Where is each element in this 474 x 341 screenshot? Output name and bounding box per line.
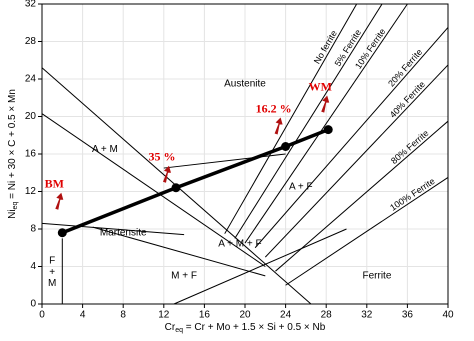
x-tick-label: 24 [280, 310, 292, 321]
x-tick-label: 12 [158, 310, 170, 321]
ferrite-line [254, 27, 449, 249]
series-line [61, 127, 329, 235]
point-label: 35 % [148, 150, 175, 164]
region-label: + [49, 267, 55, 278]
region-label: Martensite [100, 227, 147, 238]
series-point [171, 183, 181, 193]
x-tick-label: 4 [80, 310, 86, 321]
point-label: 16.2 % [256, 101, 292, 115]
region-label: A + M [92, 144, 118, 155]
region-label: M + F [171, 271, 197, 282]
y-tick-label: 0 [30, 299, 36, 310]
y-tick-label: 12 [25, 186, 37, 197]
x-label-sub: eq [175, 327, 183, 334]
y-tick-label: 20 [25, 111, 37, 122]
y-tick-label: 16 [25, 149, 37, 160]
x-tick-label: 16 [199, 310, 211, 321]
boundary-line [92, 226, 266, 277]
x-label-rest: = Cr + Mo + 1.5 × Si + 0.5 × Nb [183, 322, 326, 333]
plot-frame [41, 3, 449, 305]
x-tick-label: 8 [120, 310, 126, 321]
ferrite-line [275, 120, 449, 272]
region-label: A + F [289, 181, 313, 192]
x-axis-label: Creq = Cr + Mo + 1.5 × Si + 0.5 × Nb [165, 322, 326, 334]
y-tick-label: 4 [30, 261, 36, 272]
region-label: F [49, 256, 55, 267]
region-label: Austenite [224, 78, 266, 89]
ferrite-line [234, 3, 383, 239]
y-tick-label: 32 [25, 0, 37, 10]
x-tick-label: 28 [321, 310, 333, 321]
y-tick-label: 8 [30, 224, 36, 235]
ferrite-label: 80% Ferrite [389, 128, 431, 166]
arrow [274, 117, 283, 135]
boundary-line [173, 228, 347, 305]
y-label-sub: eq [12, 202, 19, 210]
series-point [57, 228, 67, 238]
boundary-line [163, 153, 286, 169]
point-label: WM [309, 79, 332, 93]
boundary-line [41, 222, 185, 236]
ferrite-line [244, 3, 408, 244]
x-tick-label: 32 [361, 310, 373, 321]
x-tick-label: 40 [442, 310, 454, 321]
x-label-main: Cr [165, 322, 176, 333]
x-tick-label: 0 [39, 310, 45, 321]
y-label-rest: = Ni + 30 × C + 0.5 × Mn [7, 89, 18, 202]
region-label: M [48, 278, 56, 289]
arrow [55, 192, 64, 210]
series-point [281, 142, 291, 151]
y-tick-label: 28 [25, 36, 37, 47]
boundary-line [41, 113, 266, 267]
ferrite-line [264, 64, 449, 258]
region-label: A + M + F [218, 239, 261, 250]
x-tick-label: 20 [239, 310, 251, 321]
ferrite-label: 100% Ferrite [388, 176, 436, 213]
y-axis-label: Nieq = Ni + 30 × C + 0.5 × Mn [7, 89, 19, 219]
x-tick-label: 36 [402, 310, 414, 321]
arrow [162, 165, 171, 183]
arrow [321, 95, 330, 113]
y-tick-label: 24 [25, 74, 37, 85]
series-point [323, 125, 333, 135]
point-label: BM [45, 177, 64, 191]
ferrite-line [285, 177, 449, 286]
y-label-main: Ni [7, 209, 18, 218]
ferrite-line [224, 3, 358, 234]
region-label: Ferrite [362, 271, 391, 282]
